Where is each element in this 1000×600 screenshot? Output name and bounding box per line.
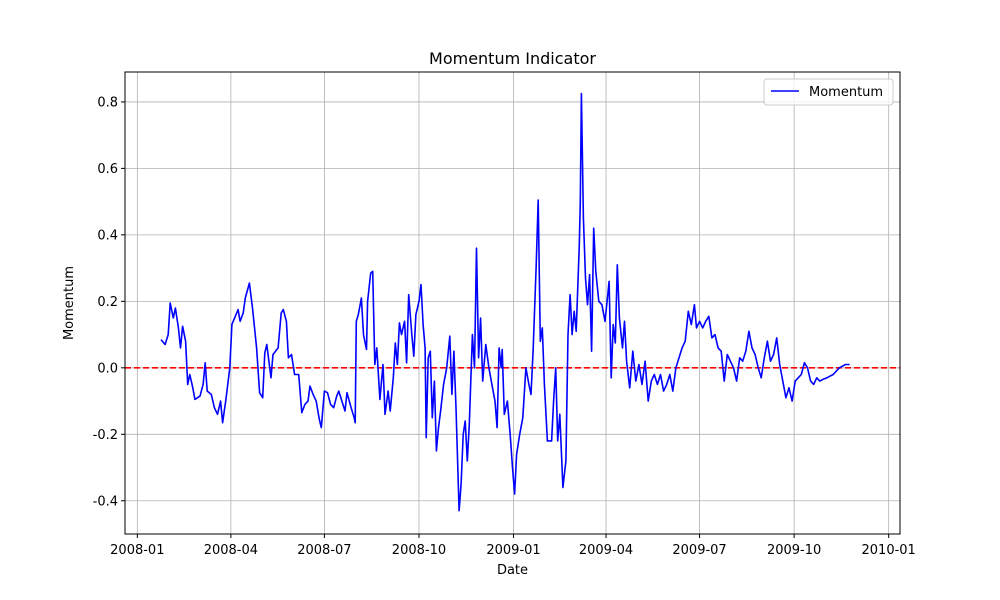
x-tick-label: 2009-07	[672, 543, 726, 558]
legend-box	[763, 78, 894, 106]
x-tick-label: 2008-07	[297, 543, 351, 558]
legend: Momentum	[763, 78, 894, 106]
y-tick-label: 0.6	[97, 162, 118, 177]
x-axis-ticks: 2008-01 2008-04 2008-07 2008-10 2009-01 2009-…	[110, 534, 916, 558]
x-tick-label: 2008-01	[110, 543, 164, 558]
y-tick-label: 0.8	[97, 95, 118, 110]
legend-label-momentum: Momentum	[809, 85, 883, 100]
x-tick-label: 2009-04	[579, 543, 633, 558]
x-tick-label: 2008-04	[204, 543, 258, 558]
y-tick-label: -0.4	[93, 494, 118, 509]
y-tick-label: 0.2	[97, 295, 118, 310]
x-axis-title: Date	[497, 563, 528, 578]
x-tick-label: 2008-10	[392, 543, 446, 558]
y-axis-title: Momentum	[62, 266, 77, 340]
x-tick-label: 2009-10	[767, 543, 821, 558]
x-tick-label: 2009-01	[486, 543, 540, 558]
chart-title: Momentum Indicator	[429, 49, 596, 68]
y-tick-label: -0.2	[93, 428, 118, 443]
plot-frame	[124, 71, 901, 535]
series-layer	[160, 92, 850, 512]
x-tick-label: 2010-01	[862, 543, 916, 558]
series-line-momentum	[160, 92, 850, 512]
y-axis-ticks: -0.4 -0.2 0.0 0.2 0.4 0.6 0.8	[93, 95, 125, 509]
y-tick-label: 0.4	[97, 228, 118, 243]
y-tick-label: 0.0	[97, 361, 118, 376]
